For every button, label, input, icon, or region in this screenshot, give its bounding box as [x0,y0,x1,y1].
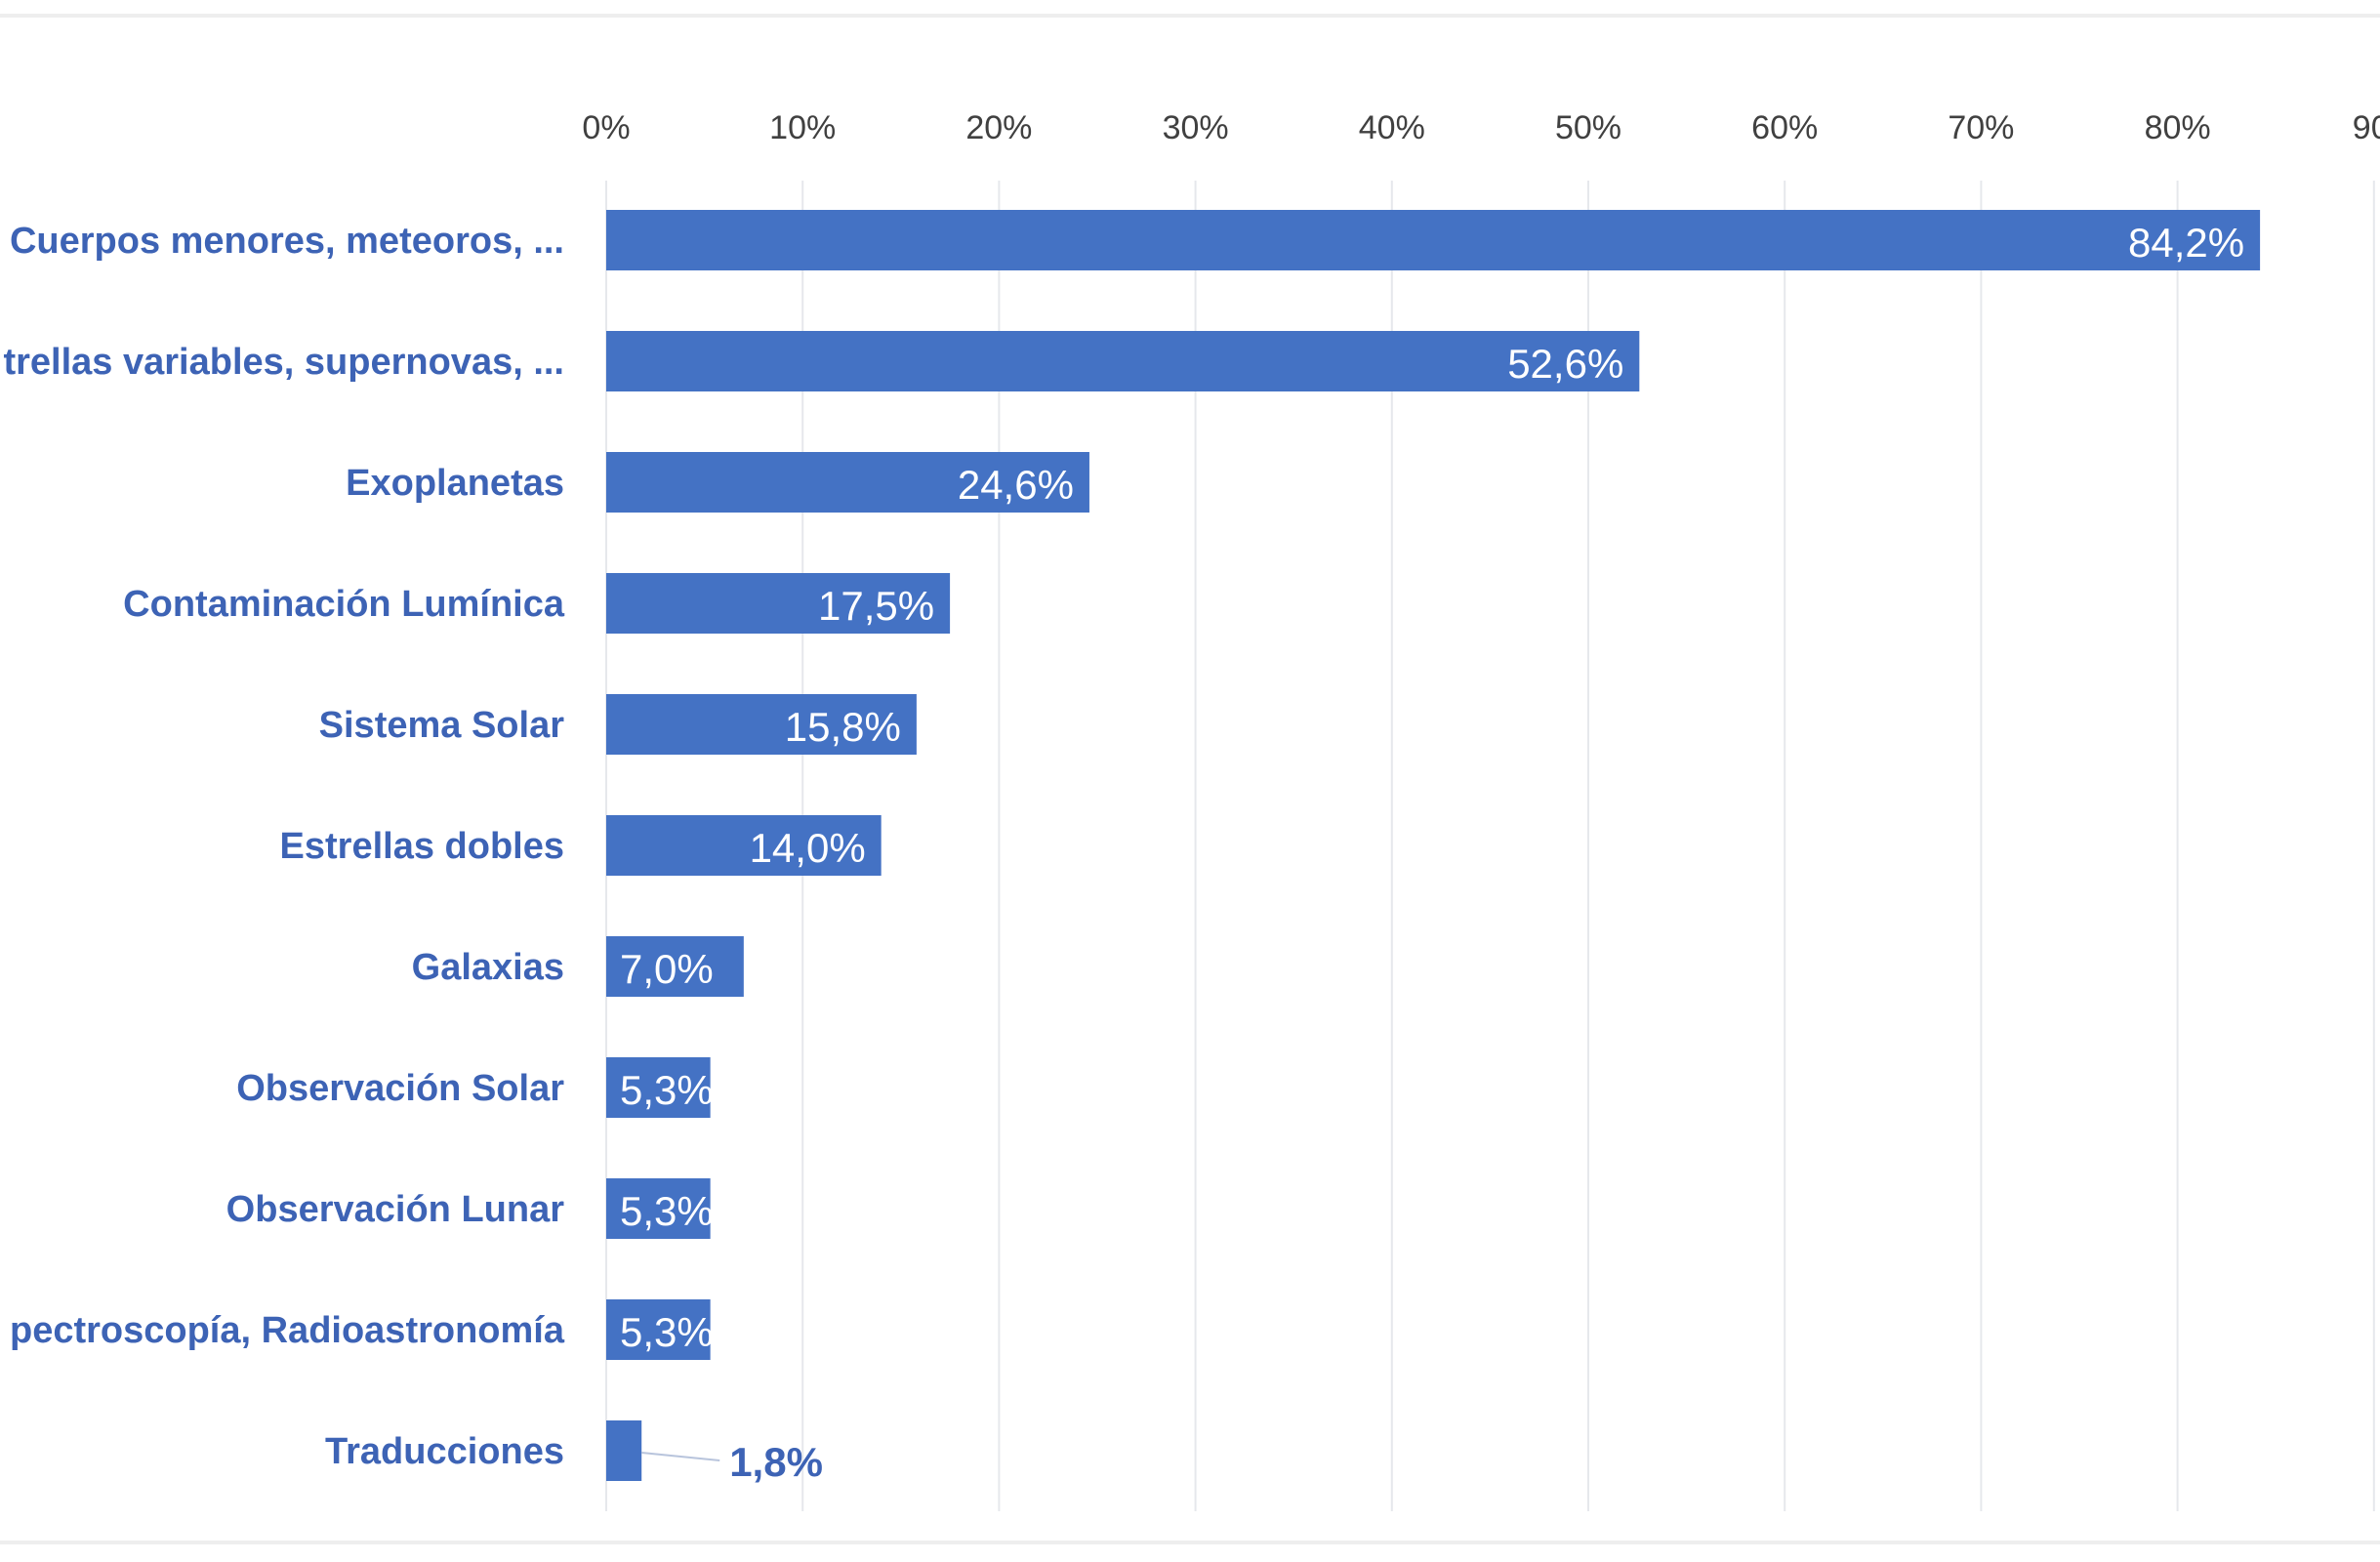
category-label: Contaminación Lumínica [123,584,565,625]
x-tick-label: 50% [1555,109,1621,146]
bar [606,1057,711,1118]
category-label: Galaxias [412,947,564,988]
data-label: 14,0% [750,825,866,871]
category-label: Observación Solar [236,1068,564,1109]
bars [606,210,2261,1481]
data-label: 5,3% [620,1309,714,1355]
bar [606,815,882,876]
category-label: Exoplanetas [346,463,564,504]
data-label: 84,2% [2128,220,2244,266]
bar [606,573,951,634]
data-label: 5,3% [620,1067,714,1113]
bar [606,1178,711,1239]
bar [606,1299,711,1360]
x-tick-label: 10% [769,109,836,146]
bar [606,694,917,755]
x-tick-label: 90 [2353,109,2380,146]
x-tick-label: 70% [1948,109,2014,146]
category-label: pectroscopía, Radioastronomía [10,1310,565,1351]
x-tick-label: 40% [1359,109,1425,146]
category-labels: Cuerpos menores, meteoros, ... trellas va… [3,221,564,1472]
bar [606,1420,642,1481]
data-labels: 84,2% 52,6% 24,6% 17,5% 15,8% 14,0% 7,0% 5,3% 5,… [620,220,2244,1485]
x-tick-label: 30% [1163,109,1229,146]
x-axis-ticks: 0% 10% 20% 30% 40% 50% 60% 70% 80% 90 [582,109,2380,146]
x-tick-label: 0% [582,109,630,146]
category-label: Estrellas dobles [280,826,564,867]
data-label: 1,8% [729,1439,823,1485]
category-label: Observación Lunar [226,1189,565,1230]
bar [606,331,1640,391]
category-label: Traducciones [325,1431,564,1472]
gridlines [605,181,2375,1511]
data-label: 7,0% [620,946,714,992]
category-label: trellas variables, supernovas, ... [3,342,564,383]
category-label: Sistema Solar [319,705,565,746]
data-label: 52,6% [1507,341,1623,387]
data-label: 15,8% [785,704,901,750]
x-tick-label: 60% [1751,109,1818,146]
category-label: Cuerpos menores, meteoros, ... [10,221,564,262]
data-label: 5,3% [620,1188,714,1234]
bar [606,936,744,997]
data-label: 17,5% [818,583,934,629]
x-tick-label: 20% [965,109,1032,146]
x-tick-label: 80% [2145,109,2211,146]
data-label: 24,6% [958,462,1074,508]
leader-line [641,1452,720,1461]
bar [606,452,1089,513]
bar [606,210,2261,270]
